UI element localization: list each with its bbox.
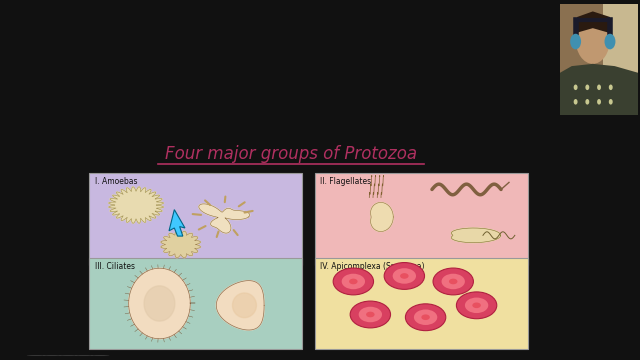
Circle shape xyxy=(384,262,424,289)
Circle shape xyxy=(433,268,474,295)
Circle shape xyxy=(573,99,577,105)
Polygon shape xyxy=(144,286,175,321)
Polygon shape xyxy=(199,204,250,233)
Text: What you might see: What you might see xyxy=(165,18,417,41)
Bar xyxy=(560,4,603,104)
Circle shape xyxy=(366,312,374,317)
Bar xyxy=(603,4,638,76)
Polygon shape xyxy=(109,187,164,223)
Circle shape xyxy=(400,273,408,279)
Polygon shape xyxy=(232,293,257,318)
Circle shape xyxy=(358,307,382,322)
Circle shape xyxy=(414,310,437,325)
Circle shape xyxy=(597,85,601,90)
Circle shape xyxy=(350,301,390,328)
Circle shape xyxy=(575,15,610,64)
Circle shape xyxy=(465,298,488,313)
Bar xyxy=(90,173,302,265)
Circle shape xyxy=(342,274,365,289)
Circle shape xyxy=(456,292,497,319)
Polygon shape xyxy=(169,210,185,236)
Circle shape xyxy=(421,314,430,320)
Text: I. Amoebas: I. Amoebas xyxy=(95,177,137,186)
Circle shape xyxy=(442,274,465,289)
Polygon shape xyxy=(575,12,611,39)
Circle shape xyxy=(449,279,458,284)
Bar xyxy=(90,258,302,349)
Text: IV. Apicomplexa (Sporozoa): IV. Apicomplexa (Sporozoa) xyxy=(321,262,425,271)
Text: Flagellates, amoebas, and cilliates: Flagellates, amoebas, and cilliates xyxy=(90,117,401,135)
Circle shape xyxy=(333,268,374,295)
Bar xyxy=(315,258,527,349)
Text: III. Ciliates: III. Ciliates xyxy=(95,262,134,271)
Circle shape xyxy=(472,302,481,308)
Polygon shape xyxy=(371,202,393,231)
Circle shape xyxy=(586,85,589,90)
Circle shape xyxy=(586,99,589,105)
Text: • Protozoa – Mostly eat bacteria and consists of: • Protozoa – Mostly eat bacteria and con… xyxy=(47,74,477,92)
Circle shape xyxy=(570,34,581,49)
Circle shape xyxy=(609,85,612,90)
Text: Four major groups of Protozoa: Four major groups of Protozoa xyxy=(165,145,417,163)
Polygon shape xyxy=(129,268,190,339)
Circle shape xyxy=(573,85,577,90)
Polygon shape xyxy=(560,64,638,115)
Circle shape xyxy=(393,268,416,284)
Circle shape xyxy=(405,304,446,330)
Circle shape xyxy=(349,279,358,284)
Circle shape xyxy=(597,99,601,105)
Polygon shape xyxy=(451,228,500,243)
Text: II. Flagellates: II. Flagellates xyxy=(321,177,372,186)
Circle shape xyxy=(609,99,612,105)
Circle shape xyxy=(605,34,616,49)
Polygon shape xyxy=(161,231,200,258)
Polygon shape xyxy=(216,280,264,330)
Bar xyxy=(315,173,527,265)
